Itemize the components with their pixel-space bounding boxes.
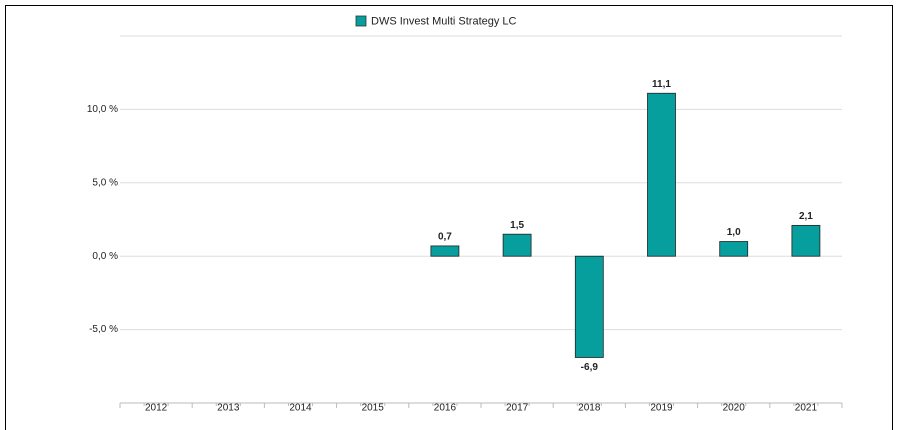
bar: [719, 241, 749, 257]
x-tick-label: 2013: [217, 403, 240, 414]
x-tick-label: 2016: [434, 403, 457, 414]
legend-label: DWS Invest Multi Strategy LC: [371, 15, 517, 27]
legend-swatch: [355, 15, 367, 27]
x-tick-label: 2019: [650, 403, 673, 414]
value-label: 0,7: [438, 232, 452, 243]
x-tick-label: 2017: [506, 403, 529, 414]
bar: [574, 255, 604, 358]
value-label: -6,9: [581, 362, 599, 373]
x-tick-label: 2012: [145, 403, 168, 414]
x-tick-label: 2021: [795, 403, 818, 414]
y-tick-label: 0,0 %: [92, 251, 118, 262]
bar: [791, 224, 821, 257]
bar: [430, 245, 460, 257]
x-tick-label: 2014: [289, 403, 312, 414]
frame: [5, 5, 893, 430]
value-label: 1,5: [510, 220, 524, 231]
bar: [647, 92, 676, 257]
value-label: 1,0: [727, 227, 741, 238]
y-tick-label: 5,0 %: [92, 177, 118, 188]
bar: [502, 233, 532, 257]
value-label: 11,1: [652, 79, 671, 90]
y-tick-label: 10,0 %: [87, 104, 118, 115]
y-tick-label: -5,0 %: [89, 324, 118, 335]
value-label: 2,1: [799, 211, 813, 222]
x-tick-label: 2018: [578, 403, 601, 414]
x-tick-label: 2015: [362, 403, 385, 414]
x-tick-label: 2020: [723, 403, 746, 414]
